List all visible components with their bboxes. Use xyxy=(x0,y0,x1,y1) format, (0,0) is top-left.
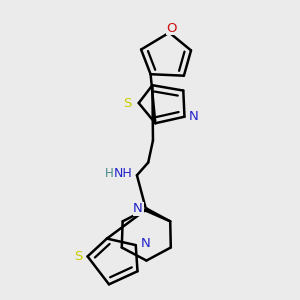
Text: H: H xyxy=(105,167,114,180)
Text: S: S xyxy=(74,250,82,263)
Text: O: O xyxy=(167,22,177,34)
Text: NH: NH xyxy=(113,167,132,180)
Text: N: N xyxy=(140,237,150,250)
Text: N: N xyxy=(133,202,143,215)
Text: N: N xyxy=(189,110,199,123)
Text: S: S xyxy=(123,97,132,110)
